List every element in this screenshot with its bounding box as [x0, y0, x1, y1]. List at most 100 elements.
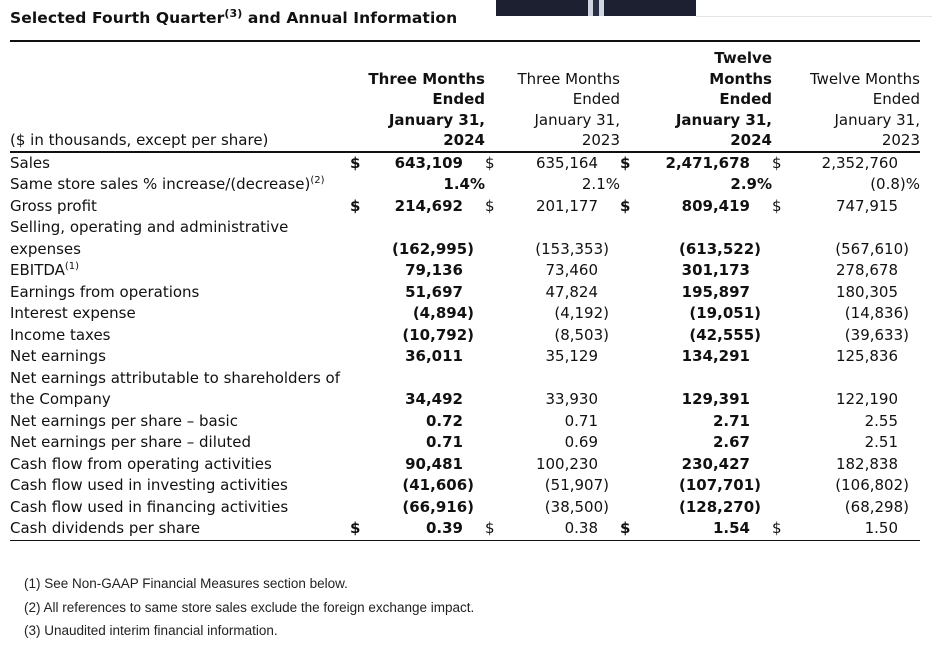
- value-cell: (106,802): [772, 475, 920, 497]
- column-header-line: Twelve Months: [809, 69, 920, 88]
- value-text: 0.39: [425, 519, 463, 538]
- currency-symbol: $: [485, 519, 495, 538]
- table-row: Cash flow used in financing activities (6…: [10, 497, 920, 519]
- column-header-line: January 31,: [834, 110, 921, 129]
- footnote-ref: (2): [310, 175, 325, 187]
- value-text: 134,291: [681, 347, 750, 366]
- footnotes: (1) See Non-GAAP Financial Measures sect…: [24, 576, 474, 647]
- row-label-text: Net earnings per share – basic: [10, 411, 238, 430]
- value-cell: $0.39: [350, 518, 485, 540]
- table-row: Sales $643,109 $635,164 $2,471,678 $2,352,76…: [10, 152, 920, 175]
- table-row: Earnings from operations 51,697 47,824 195,…: [10, 282, 920, 304]
- value-cell: (4,192): [485, 303, 620, 325]
- value-cell: $2,352,760: [772, 152, 920, 175]
- value-cell: $2,471,678: [620, 152, 772, 175]
- column-header-line: Three Months: [517, 69, 620, 88]
- financial-table: ($ in thousands, except per share) Three…: [10, 40, 920, 541]
- column-header-line: Three Months: [368, 69, 485, 88]
- value-text: 2.9%: [730, 175, 772, 194]
- value-text: 0.71: [564, 411, 598, 430]
- value-cell: 2.9%: [620, 174, 772, 196]
- value-cell: 125,836: [772, 346, 920, 368]
- value-text: (10,792): [402, 325, 474, 344]
- value-cell: (68,298): [772, 497, 920, 519]
- column-header-line: Months: [709, 69, 772, 88]
- value-text: 100,230: [535, 454, 598, 473]
- value-text: (153,353): [535, 239, 609, 258]
- value-cell: $809,419: [620, 196, 772, 218]
- column-header-line: January 31,: [388, 110, 485, 129]
- value-text: 2,471,678: [665, 153, 750, 172]
- value-cell: 278,678: [772, 260, 920, 282]
- row-label-text: Earnings from operations: [10, 282, 200, 301]
- value-text: 35,129: [545, 347, 599, 366]
- value-text: 2.1%: [581, 175, 620, 194]
- value-cell: 0.71: [485, 411, 620, 433]
- table-row: Cash dividends per share $0.39 $0.38 $1.54 $…: [10, 518, 920, 541]
- table-row: Gross profit $214,692 $201,177 $809,419 $747…: [10, 196, 920, 218]
- value-cell: $214,692: [350, 196, 485, 218]
- value-text: 301,173: [681, 261, 750, 280]
- value-cell: $635,164: [485, 152, 620, 175]
- value-text: 79,136: [405, 261, 463, 280]
- column-header: Three Months Ended January 31, 2023: [485, 41, 620, 152]
- currency-symbol: $: [620, 196, 631, 215]
- row-label: Cash dividends per share: [10, 518, 350, 540]
- row-label-text: Cash flow from operating activities: [10, 454, 272, 473]
- column-header-line: January 31,: [534, 110, 621, 129]
- value-text: 180,305: [835, 282, 898, 301]
- value-text: 34,492: [405, 390, 463, 409]
- value-cell: (0.8)%: [772, 174, 920, 196]
- value-cell: 230,427: [620, 454, 772, 476]
- value-cell: 2.55: [772, 411, 920, 433]
- table-row: EBITDA(1) 79,136 73,460 301,173 278,678: [10, 260, 920, 282]
- value-cell: 122,190: [772, 368, 920, 411]
- currency-symbol: $: [620, 519, 631, 538]
- column-header-line: Ended: [719, 90, 772, 109]
- value-cell: (42,555): [620, 325, 772, 347]
- row-label: Net earnings attributable to shareholder…: [10, 368, 350, 411]
- value-cell: 2.51: [772, 432, 920, 454]
- row-label: Cash flow used in investing activities: [10, 475, 350, 497]
- value-text: 278,678: [835, 261, 898, 280]
- row-label-text: Gross profit: [10, 196, 97, 215]
- value-cell: 1.4%: [350, 174, 485, 196]
- table-row: Net earnings attributable to shareholder…: [10, 368, 920, 411]
- value-text: 2.67: [712, 433, 750, 452]
- row-label-text: Net earnings per share – diluted: [10, 433, 252, 452]
- value-cell: (14,836): [772, 303, 920, 325]
- value-text: 125,836: [835, 347, 898, 366]
- value-text: (106,802): [835, 476, 909, 495]
- row-label: Interest expense: [10, 303, 350, 325]
- row-label-text: EBITDA: [10, 261, 65, 280]
- row-label-text: Net earnings attributable to shareholder…: [10, 368, 340, 409]
- value-text: 0.38: [564, 519, 598, 538]
- footnote: (3) Unaudited interim financial informat…: [24, 623, 278, 638]
- row-label-text: Income taxes: [10, 325, 111, 344]
- value-text: (19,051): [689, 304, 761, 323]
- value-cell: (4,894): [350, 303, 485, 325]
- table-row: Cash flow used in investing activities (4…: [10, 475, 920, 497]
- value-cell: 100,230: [485, 454, 620, 476]
- value-text: 51,697: [405, 282, 463, 301]
- row-label-text: Net earnings: [10, 347, 106, 366]
- value-cell: 2.71: [620, 411, 772, 433]
- column-header: Twelve Months Ended January 31, 2023: [772, 41, 920, 152]
- table-row: Same store sales % increase/(decrease)(2…: [10, 174, 920, 196]
- section-title: Selected Fourth Quarter(3) and Annual In…: [10, 8, 457, 27]
- units-label: ($ in thousands, except per share): [10, 131, 269, 150]
- value-cell: 73,460: [485, 260, 620, 282]
- value-text: (0.8)%: [870, 175, 920, 194]
- value-cell: 34,492: [350, 368, 485, 411]
- row-label: Cash flow from operating activities: [10, 454, 350, 476]
- value-text: 635,164: [535, 153, 598, 172]
- column-header-line: 2023: [881, 131, 920, 150]
- value-cell: 195,897: [620, 282, 772, 304]
- value-cell: $643,109: [350, 152, 485, 175]
- row-label: Net earnings per share – basic: [10, 411, 350, 433]
- value-cell: (51,907): [485, 475, 620, 497]
- value-text: 129,391: [681, 390, 750, 409]
- footnote: (1) See Non-GAAP Financial Measures sect…: [24, 576, 348, 591]
- value-cell: 129,391: [620, 368, 772, 411]
- row-label-text: Selling, operating and administrative ex…: [10, 218, 289, 258]
